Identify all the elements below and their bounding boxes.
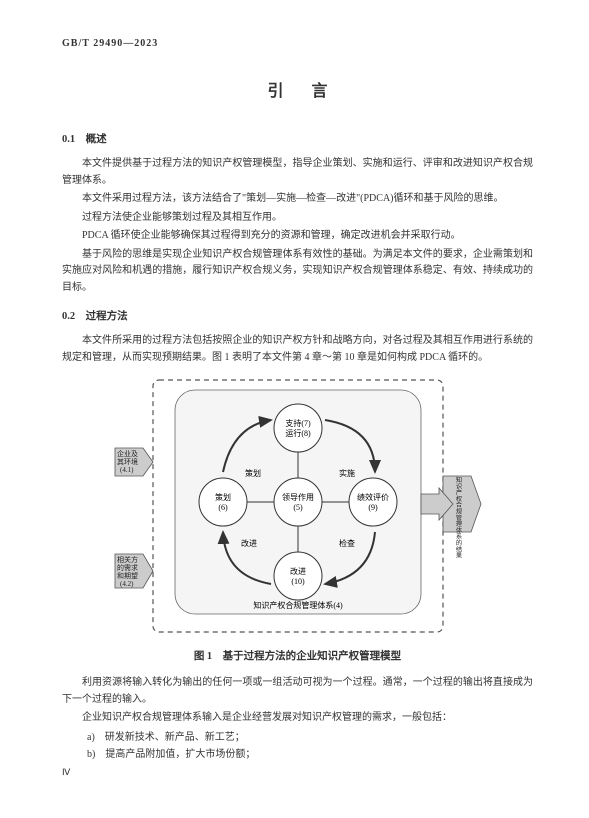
section-heading-0-2: 0.2 过程方法 — [62, 308, 533, 323]
standard-id: GB/T 29490—2023 — [62, 38, 533, 49]
svg-text:策划: 策划 — [245, 468, 261, 478]
svg-text:和期望: 和期望 — [117, 571, 138, 580]
section-name: 概述 — [86, 134, 107, 145]
paragraph: 本文件所采用的过程方法包括按照企业的知识产权方针和战略方向，对各过程及其相互作用… — [62, 333, 533, 366]
svg-text:改进: 改进 — [241, 538, 257, 548]
input-arrow-top: 企业及 其环境 (4.1) — [115, 448, 153, 476]
paragraph: 本文件采用过程方法，该方法结合了"策划—实施—检查—改进"(PDCA)循环和基于… — [62, 191, 533, 208]
svg-text:相关方: 相关方 — [117, 555, 138, 564]
list-item-a: a) 研发新技术、新产品、新工艺； — [62, 729, 533, 746]
output-arrow: 知识产权合规管理体系的结果 — [443, 476, 481, 560]
page-number: Ⅳ — [62, 767, 533, 778]
paragraph: 利用资源将输入转化为输出的任何一项或一组活动可视为一个过程。通常，一个过程的输出… — [62, 675, 533, 708]
svg-text:绩效评价: 绩效评价 — [357, 492, 389, 502]
paragraph: 本文件提供基于过程方法的知识产权管理模型，指导企业策划、实施和运行、评审和改进知… — [62, 156, 533, 189]
doc-title: 引言 — [62, 77, 533, 101]
paragraph: 企业知识产权合规管理体系输入是企业经营发展对知识产权管理的需求，一般包括： — [62, 710, 533, 727]
paragraph: 基于风险的思维是实现企业知识产权合规管理体系有效性的基础。为满足本文件的要求，企… — [62, 247, 533, 297]
section-heading-0-1: 0.1 概述 — [62, 131, 533, 146]
list-item-b: b) 提高产品附加值，扩大市场份额； — [62, 746, 533, 763]
svg-text:运行(8): 运行(8) — [285, 428, 311, 438]
input-arrow-bottom: 相关方 的需求 和期望 (4.2) — [115, 554, 153, 588]
svg-text:的需求: 的需求 — [117, 563, 138, 572]
section-num: 0.2 — [62, 311, 75, 322]
svg-text:(5): (5) — [293, 503, 303, 512]
svg-text:领导作用: 领导作用 — [282, 492, 314, 502]
svg-text:果: 果 — [455, 553, 461, 560]
svg-text:(9): (9) — [368, 503, 378, 512]
paragraph: PDCA 循环使企业能够确保其过程得到充分的资源和管理，确定改进机会并采取行动。 — [62, 228, 533, 245]
svg-text:(4.1): (4.1) — [120, 466, 134, 474]
section-name: 过程方法 — [86, 311, 128, 322]
svg-text:(6): (6) — [218, 503, 228, 512]
svg-text:其环境: 其环境 — [117, 457, 138, 466]
paragraph: 过程方法使企业能够策划过程及其相互作用。 — [62, 210, 533, 227]
pdca-diagram: 企业及 其环境 (4.1) 相关方 的需求 和期望 (4.2) 知识产权合规管理… — [113, 376, 483, 638]
svg-text:知识产权合规管理体系(4): 知识产权合规管理体系(4) — [253, 600, 343, 610]
svg-text:(4.2): (4.2) — [120, 580, 134, 588]
svg-text:检查: 检查 — [339, 538, 355, 548]
svg-text:支持(7): 支持(7) — [285, 418, 311, 428]
svg-text:企业及: 企业及 — [117, 449, 138, 458]
section-num: 0.1 — [62, 134, 75, 145]
figure-caption: 图 1 基于过程方法的企业知识产权管理模型 — [62, 648, 533, 663]
svg-text:(10): (10) — [291, 577, 305, 586]
svg-text:改进: 改进 — [290, 566, 306, 576]
svg-text:策划: 策划 — [215, 492, 231, 502]
svg-text:实施: 实施 — [339, 468, 355, 478]
